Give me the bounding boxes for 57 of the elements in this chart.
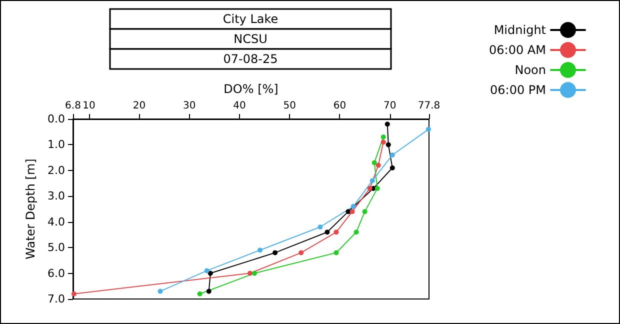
point: [376, 162, 381, 168]
x-tick-label: 40: [233, 100, 246, 112]
point: [324, 230, 330, 235]
legend-label: Noon: [514, 63, 546, 77]
y-tick-label: 6.0: [48, 266, 65, 280]
point: [380, 140, 386, 145]
point: [380, 134, 386, 140]
point: [350, 204, 356, 209]
point: [390, 165, 395, 170]
x-tick-label: 50: [283, 100, 296, 112]
point: [362, 209, 368, 214]
point: [390, 152, 395, 158]
y-axis-title: Water Depth [m]: [24, 158, 38, 260]
point: [252, 270, 258, 276]
x-tick-label: 77.8: [418, 100, 440, 112]
point: [426, 126, 431, 132]
point: [206, 288, 212, 294]
y-tick-label: 2.0: [48, 164, 65, 177]
x-tick-label: 6.8: [65, 100, 81, 112]
point: [72, 291, 77, 296]
legend-label: Midnight: [494, 23, 546, 37]
point: [318, 224, 323, 230]
point: [374, 186, 380, 191]
y-tick-label: 3.0: [48, 190, 65, 203]
point: [298, 250, 304, 256]
point: [258, 248, 263, 253]
point: [248, 270, 252, 276]
x-tick-label: 70: [384, 100, 396, 112]
point: [334, 230, 339, 235]
point: [158, 288, 163, 294]
point: [384, 122, 390, 127]
point: [370, 178, 375, 184]
y-tick-label: 1.0: [48, 138, 65, 152]
x-tick-label: 30: [182, 100, 196, 112]
text: 07-08-25: [223, 52, 278, 66]
x-tick-label: 60: [333, 100, 346, 112]
chart-title: City Lake: [222, 12, 278, 26]
point: [354, 230, 359, 235]
x-tick-label: 20: [132, 100, 146, 112]
point: [372, 160, 377, 166]
point: [272, 250, 278, 256]
y-tick-label: 5.0: [48, 241, 65, 254]
point: [350, 209, 355, 214]
y-tick-label: 0.0: [48, 112, 65, 126]
x-axis-title: DO% [%]: [224, 82, 278, 96]
y-tick-label: 4.0: [48, 215, 65, 228]
legend-label: 06:00 AM: [489, 43, 546, 57]
point: [367, 186, 372, 191]
point: [204, 268, 210, 274]
y-tick-label: 7.0: [48, 292, 65, 306]
chart-subtitle: NCSU: [234, 32, 268, 46]
point: [208, 270, 213, 276]
point: [386, 142, 391, 148]
x-tick-label: 10: [82, 100, 96, 112]
point: [197, 291, 202, 296]
legend-label: 06:00 PM: [490, 83, 546, 97]
point: [334, 250, 339, 256]
